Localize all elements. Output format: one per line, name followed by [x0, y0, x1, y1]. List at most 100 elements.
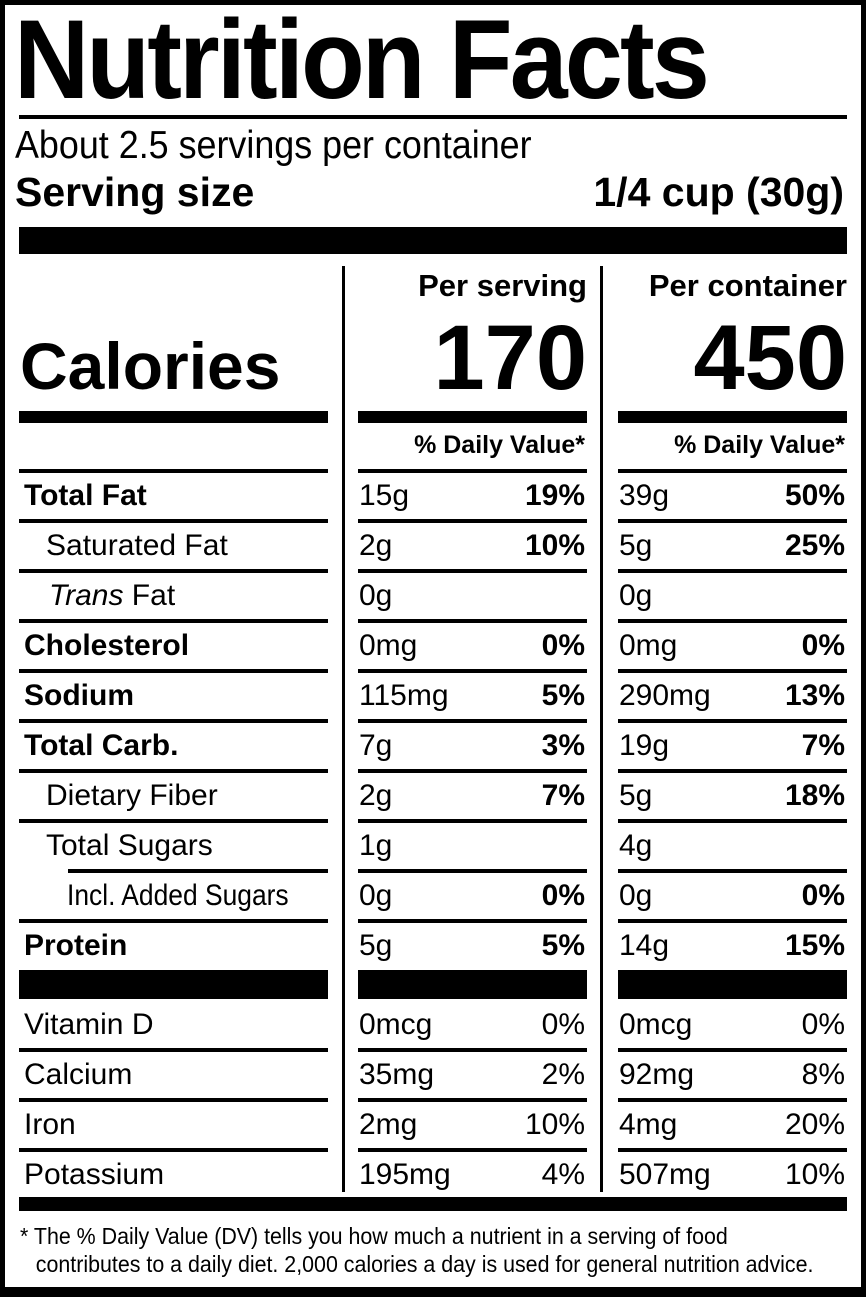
daily-value: 50% [784, 479, 845, 512]
amount: 195mg [359, 1158, 451, 1191]
amount: 5g [359, 929, 393, 962]
amount: 290mg [619, 679, 711, 712]
serving-cell: 0mcg 0% [359, 1002, 585, 1048]
column-divider-2 [600, 266, 603, 1192]
vitamin-label: Potassium [24, 1158, 165, 1191]
calories-bar-container [618, 411, 847, 423]
serving-cell: 0mg 0% [359, 623, 585, 669]
footnote: * The % Daily Value (DV) tells you how m… [20, 1222, 814, 1278]
row-line [358, 1098, 587, 1102]
row-line [618, 719, 847, 723]
row-line [358, 669, 587, 673]
nutrient-label: Incl. Added Sugars [67, 879, 289, 912]
container-cell: 92mg 8% [619, 1052, 845, 1098]
footnote-line-1: * The % Daily Value (DV) tells you how m… [20, 1223, 728, 1249]
daily-value: 19% [524, 479, 585, 512]
serving-cell: 195mg 4% [359, 1152, 585, 1198]
row-line [19, 919, 328, 923]
daily-value: 10% [524, 529, 585, 562]
column-divider-1 [342, 266, 345, 1192]
per-serving-header: Per serving [418, 268, 587, 303]
serving-cell: 2g 10% [359, 523, 585, 569]
amount: 5g [619, 779, 653, 812]
row-line [358, 569, 587, 573]
nutrient-row-cholesterol: Cholesterol [24, 623, 189, 669]
container-cell: 507mg 10% [619, 1152, 845, 1198]
daily-value: 10% [524, 1108, 585, 1141]
nutrient-label: Saturated Fat [46, 529, 228, 562]
row-line [618, 919, 847, 923]
amount: 15g [359, 479, 410, 512]
serving-cell: 1g [359, 823, 585, 869]
daily-value: 7% [541, 779, 585, 812]
container-cell: 0g 0% [619, 873, 845, 919]
container-cell: 14g 15% [619, 923, 845, 969]
nutrient-label: Dietary Fiber [46, 779, 218, 812]
daily-value: 5% [541, 929, 585, 962]
serving-cell: 7g 3% [359, 723, 585, 769]
amount: 0mcg [359, 1008, 433, 1041]
serving-cell: 15g 19% [359, 473, 585, 519]
servings-per-container: About 2.5 servings per container [15, 124, 532, 167]
vitamin-label: Iron [24, 1108, 76, 1141]
nutrient-label: Total Fat [24, 479, 147, 512]
serving-cell: 35mg 2% [359, 1052, 585, 1098]
daily-value: 10% [784, 1158, 845, 1191]
calories-per-container: 450 [693, 307, 848, 409]
row-line [19, 619, 328, 623]
daily-value: 0% [801, 1008, 845, 1041]
serving-cell: 0g [359, 573, 585, 619]
amount: 2g [359, 529, 393, 562]
daily-value: 0% [541, 879, 585, 912]
vitamins-bar-serving [358, 970, 587, 999]
amount: 2g [359, 779, 393, 812]
calories-bar-label [19, 411, 328, 423]
amount: 2mg [359, 1108, 418, 1141]
title-divider [19, 115, 847, 119]
amount: 19g [619, 729, 670, 762]
footnote-line-2: contributes to a daily diet. 2,000 calor… [35, 1251, 814, 1277]
row-line [618, 1098, 847, 1102]
amount: 7g [359, 729, 393, 762]
nutrient-label: Total Carb. [24, 729, 179, 762]
amount: 1g [359, 829, 393, 862]
nutrient-row-sodium: Sodium [24, 673, 134, 719]
amount: 0g [359, 579, 393, 612]
amount: 507mg [619, 1158, 711, 1191]
daily-value: 13% [784, 679, 845, 712]
nutrient-row-saturated-fat: Saturated Fat [46, 523, 228, 569]
nutrient-label: Total Sugars [46, 829, 213, 862]
container-cell: 39g 50% [619, 473, 845, 519]
serving-cell: 5g 5% [359, 923, 585, 969]
serving-cell: 2g 7% [359, 773, 585, 819]
amount: 0g [359, 879, 393, 912]
calories-bar-serving [358, 411, 587, 423]
vitamin-row-calcium: Calcium [24, 1052, 132, 1098]
row-line [618, 669, 847, 673]
row-line [618, 519, 847, 523]
label-title: Nutrition Facts [14, 0, 710, 122]
row-line [358, 769, 587, 773]
vitamin-label: Vitamin D [24, 1008, 154, 1041]
serving-cell: 0g 0% [359, 873, 585, 919]
row-line [19, 569, 328, 573]
container-cell: 0g [619, 573, 845, 619]
row-line [618, 819, 847, 823]
amount: 14g [619, 929, 670, 962]
amount: 0g [619, 879, 653, 912]
nutrient-row-total-carb: Total Carb. [24, 723, 178, 769]
daily-value: 15% [784, 929, 845, 962]
daily-value: 25% [784, 529, 845, 562]
nutrient-row-protein: Protein [24, 923, 127, 969]
nutrient-label: Sodium [24, 679, 134, 712]
row-line [618, 469, 847, 473]
nutrient-row-total-sugars: Total Sugars [46, 823, 213, 869]
container-cell: 290mg 13% [619, 673, 845, 719]
row-line [618, 619, 847, 623]
amount: 0mcg [619, 1008, 693, 1041]
container-cell: 0mg 0% [619, 623, 845, 669]
amount: 39g [619, 479, 670, 512]
daily-value: 20% [784, 1108, 845, 1141]
container-cell: 4mg 20% [619, 1102, 845, 1148]
amount: 0g [619, 579, 653, 612]
